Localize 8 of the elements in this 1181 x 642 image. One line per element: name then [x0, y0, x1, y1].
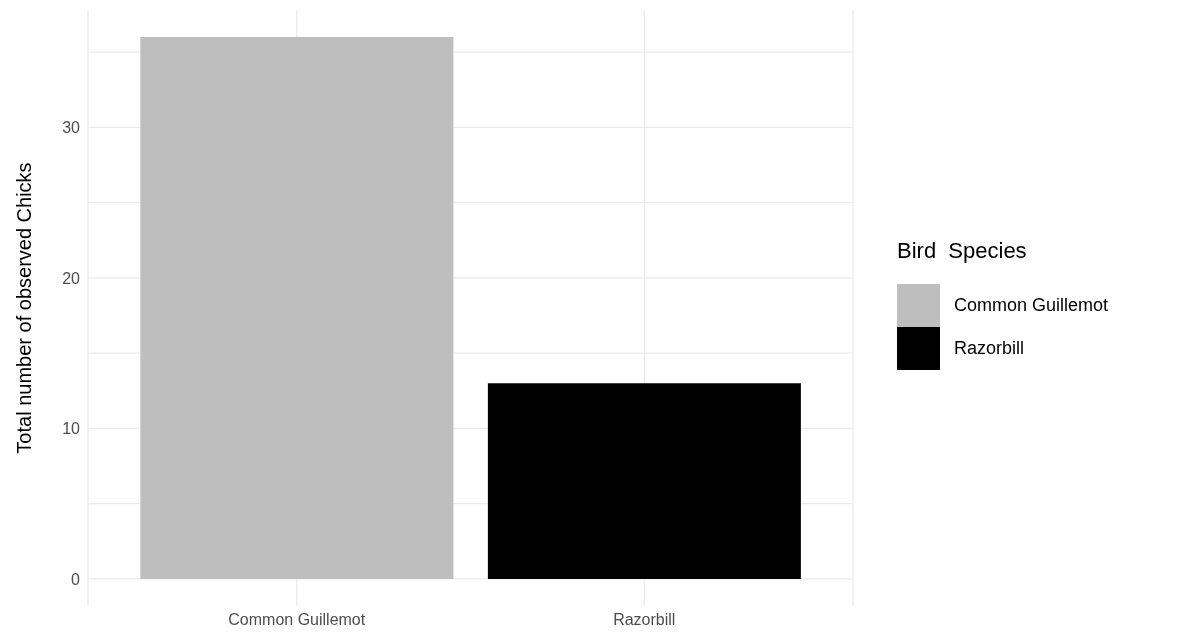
y-tick-label: 20 — [62, 269, 81, 287]
legend-label: Common Guillemot — [954, 295, 1109, 315]
y-tick-label: 30 — [62, 119, 81, 137]
legend-label: Razorbill — [954, 338, 1025, 358]
y-axis-title: Total number of observed Chicks — [13, 162, 36, 454]
y-tick-label: 0 — [71, 570, 81, 588]
y-tick-label: 10 — [62, 420, 81, 438]
legend-title: Bird Species — [897, 238, 1027, 264]
